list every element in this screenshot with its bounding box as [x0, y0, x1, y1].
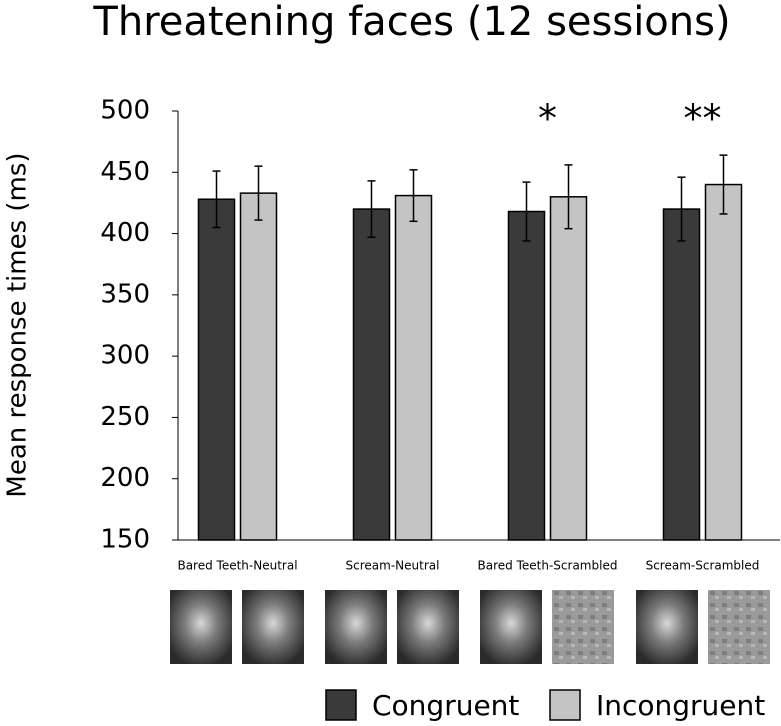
y-tick-label: 200: [100, 463, 150, 493]
y-tick-label: 250: [100, 402, 150, 432]
y-tick-label: 150: [100, 525, 150, 555]
significance-mark: *: [538, 97, 557, 141]
y-tick-label: 400: [100, 218, 150, 248]
x-tick-label: Bared Teeth-Scrambled: [478, 559, 618, 573]
bar: [704, 183, 743, 541]
error-bar: [677, 176, 686, 242]
y-tick-label: 350: [100, 279, 150, 309]
bar: [394, 194, 433, 541]
bar: [549, 196, 588, 541]
error-bar: [409, 169, 418, 223]
x-tick-label: Bared Teeth-Neutral: [177, 559, 297, 573]
y-tick-label: 450: [100, 157, 150, 187]
legend-swatch: [549, 689, 581, 721]
legend-swatch: [325, 689, 357, 721]
y-axis-label: Mean response times (ms): [3, 152, 33, 497]
bar: [197, 198, 236, 541]
bar: [239, 192, 278, 541]
legend-label: Incongruent: [596, 689, 765, 722]
y-tick-label: 500: [100, 96, 150, 126]
x-tick-label: Scream-Neutral: [346, 559, 440, 573]
y-tick-label: 300: [100, 341, 150, 371]
x-tick-label: Scream-Scrambled: [646, 559, 760, 573]
chart-title: Threatening faces (12 sessions): [92, 0, 730, 45]
bar: [662, 208, 701, 541]
legend-label: Congruent: [372, 689, 519, 722]
bar: [507, 210, 546, 541]
error-bar: [367, 180, 376, 238]
error-bar: [564, 164, 573, 230]
error-bar: [254, 165, 263, 221]
error-bar: [522, 181, 531, 242]
error-bar: [212, 170, 221, 229]
error-bar: [719, 154, 728, 215]
stimulus-images: [170, 590, 770, 664]
bar: [352, 208, 391, 541]
significance-mark: **: [684, 97, 722, 141]
